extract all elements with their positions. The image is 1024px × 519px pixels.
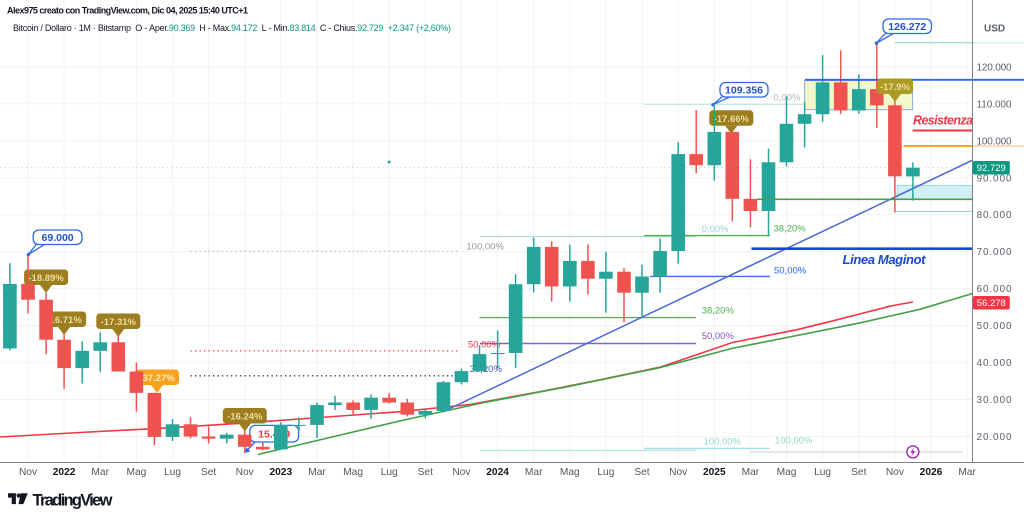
- svg-text:-17.31%: -17.31%: [101, 317, 137, 328]
- svg-text:100.000: 100.000: [977, 136, 1012, 147]
- svg-text:Mag: Mag: [560, 467, 580, 478]
- svg-text:-16.24%: -16.24%: [227, 412, 263, 423]
- svg-text:Set: Set: [201, 467, 216, 478]
- svg-text:Mar: Mar: [308, 467, 326, 478]
- svg-text:80.000: 80.000: [977, 210, 1012, 221]
- svg-text:Nov: Nov: [886, 467, 905, 478]
- svg-text:38,20%: 38,20%: [702, 306, 735, 317]
- svg-text:Set: Set: [634, 467, 649, 478]
- svg-text:-16.71%: -16.71%: [46, 315, 82, 326]
- svg-text:Lug: Lug: [597, 467, 614, 478]
- svg-text:120.000: 120.000: [977, 62, 1012, 73]
- svg-text:20.000: 20.000: [977, 432, 1012, 443]
- svg-text:Set: Set: [418, 467, 433, 478]
- svg-text:Lug: Lug: [814, 467, 831, 478]
- svg-text:TradingView: TradingView: [33, 491, 113, 509]
- svg-text:Alex975 creato con TradingView: Alex975 creato con TradingView.com, Dic …: [7, 6, 248, 16]
- svg-text:126.272: 126.272: [888, 21, 926, 33]
- svg-text:38,20%: 38,20%: [774, 224, 807, 235]
- svg-text:-37.27%: -37.27%: [139, 373, 175, 384]
- svg-text:Lug: Lug: [164, 467, 181, 478]
- svg-text:Nov: Nov: [452, 467, 471, 478]
- svg-text:109.356: 109.356: [725, 84, 763, 96]
- svg-text:Mar: Mar: [91, 467, 109, 478]
- svg-text:2025: 2025: [703, 467, 726, 478]
- svg-text:69.000: 69.000: [42, 232, 74, 244]
- svg-text:60.000: 60.000: [977, 284, 1012, 295]
- svg-text:2026: 2026: [920, 467, 943, 478]
- svg-text:Mar: Mar: [742, 467, 760, 478]
- svg-text:-17.66%: -17.66%: [714, 114, 750, 125]
- svg-text:Nov: Nov: [236, 467, 255, 478]
- svg-text:50,00%: 50,00%: [468, 340, 501, 351]
- svg-text:90.000: 90.000: [977, 173, 1012, 184]
- svg-text:92.729: 92.729: [977, 163, 1006, 174]
- svg-text:110.000: 110.000: [977, 99, 1012, 110]
- svg-text:50,00%: 50,00%: [774, 266, 807, 277]
- svg-text:Mag: Mag: [777, 467, 797, 478]
- svg-text:Set: Set: [851, 467, 866, 478]
- svg-text:50.000: 50.000: [977, 321, 1012, 332]
- svg-text:2023: 2023: [269, 467, 292, 478]
- svg-text:2022: 2022: [53, 467, 76, 478]
- svg-text:-18.89%: -18.89%: [28, 273, 64, 284]
- svg-text:2024: 2024: [486, 467, 509, 478]
- svg-text:Bitcoin / Dollaro · 1M · Bitst: Bitcoin / Dollaro · 1M · Bitstamp O - Ap…: [13, 23, 451, 33]
- svg-text:70.000: 70.000: [977, 247, 1012, 258]
- svg-text:Mag: Mag: [343, 467, 363, 478]
- svg-text:56.278: 56.278: [977, 298, 1006, 309]
- svg-text:Mar: Mar: [958, 467, 976, 478]
- svg-text:100,00%: 100,00%: [775, 436, 813, 447]
- svg-text:50,00%: 50,00%: [702, 331, 735, 342]
- svg-text:Resistenza: Resistenza: [913, 114, 973, 128]
- svg-text:Mar: Mar: [525, 467, 543, 478]
- svg-text:-17.9%: -17.9%: [880, 82, 911, 93]
- svg-text:100,00%: 100,00%: [704, 437, 742, 448]
- svg-text:USD: USD: [984, 24, 1005, 35]
- svg-text:Lug: Lug: [381, 467, 398, 478]
- svg-text:Linea Maginot: Linea Maginot: [843, 252, 927, 267]
- svg-text:0,00%: 0,00%: [702, 224, 729, 235]
- svg-text:30.000: 30.000: [977, 395, 1012, 406]
- svg-text:Nov: Nov: [19, 467, 38, 478]
- svg-text:Nov: Nov: [669, 467, 688, 478]
- svg-text:Mag: Mag: [126, 467, 146, 478]
- svg-text:40.000: 40.000: [977, 358, 1012, 369]
- svg-text:100,00%: 100,00%: [466, 242, 504, 253]
